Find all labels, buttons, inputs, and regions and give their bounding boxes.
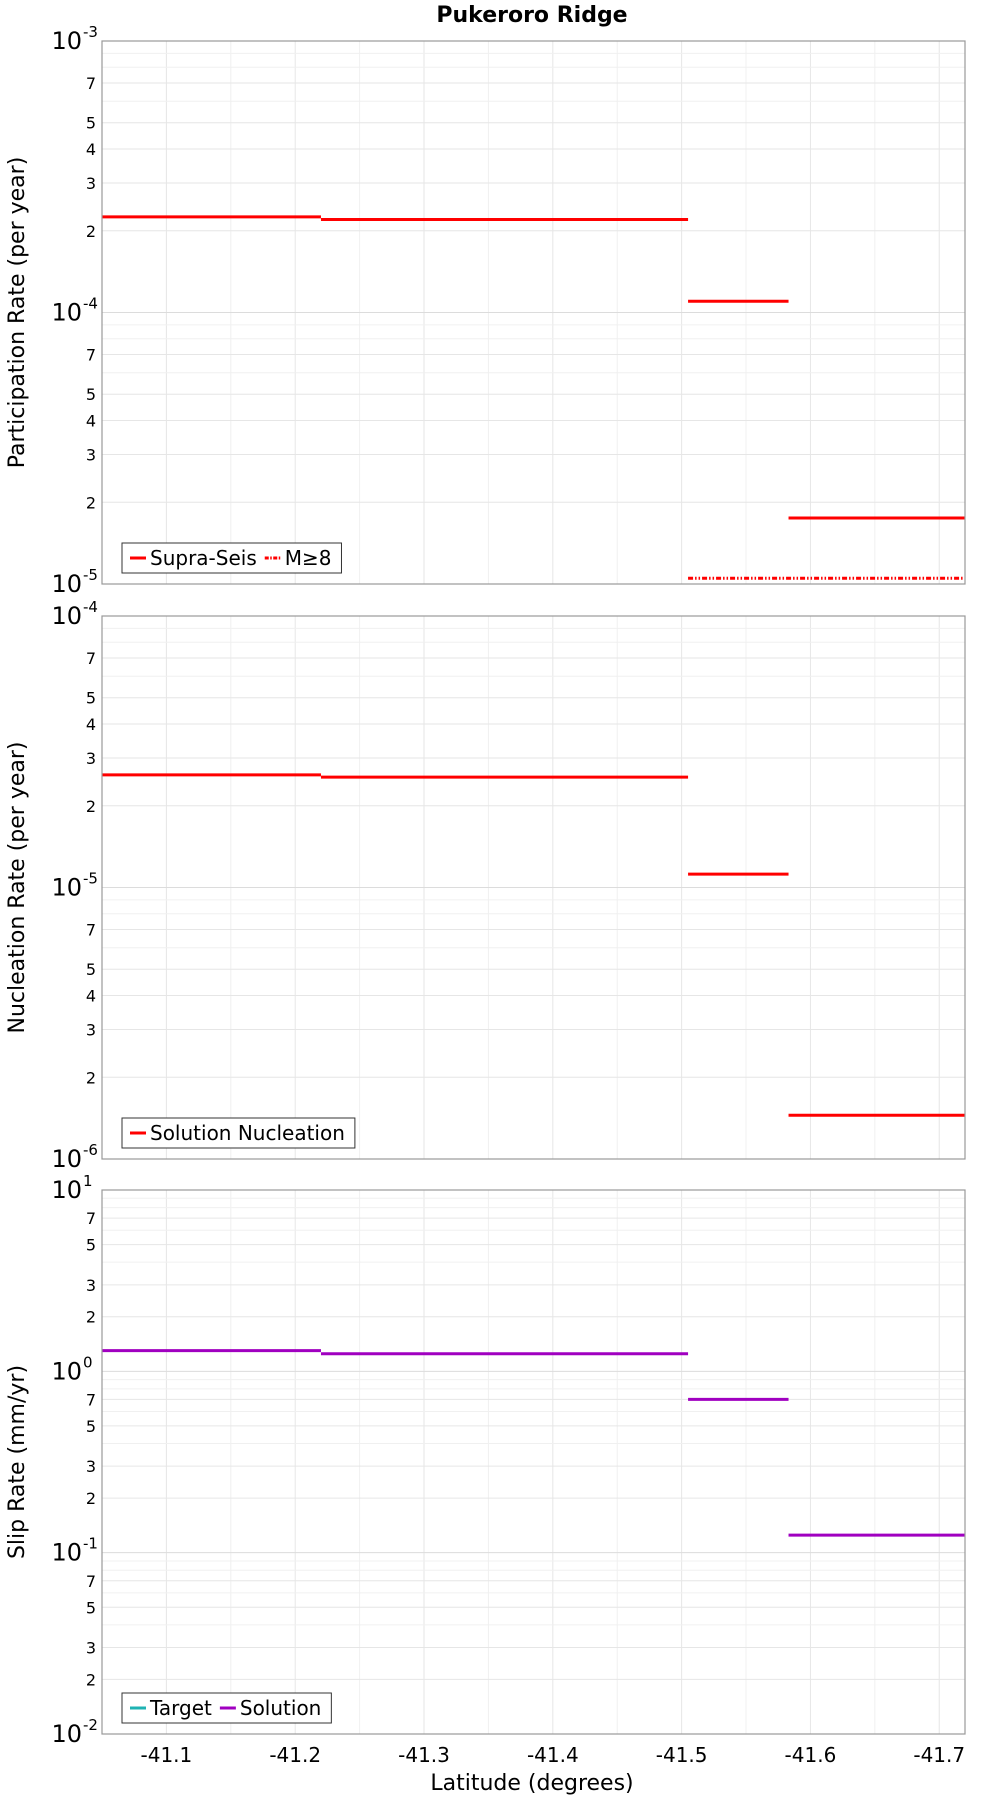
y-major-tick-label: 10 [51, 27, 82, 55]
y-major-tick-exponent: -4 [83, 295, 98, 313]
x-tick-label: -41.3 [398, 1743, 450, 1767]
y-minor-tick-label: 3 [86, 1457, 96, 1476]
plot-frame [101, 40, 966, 585]
y-major-tick-label: 10 [51, 1145, 82, 1173]
y-minor-tick-label: 3 [86, 445, 96, 464]
plot-area [102, 1190, 965, 1734]
y-axis-title: Nucleation Rate (per year) [5, 742, 30, 1034]
y-minor-tick-label: 3 [86, 749, 96, 768]
y-minor-tick-label: 7 [86, 74, 96, 93]
x-tick-label: -41.5 [656, 1743, 708, 1767]
y-minor-tick-label: 2 [86, 222, 96, 241]
y-axis-title: Participation Rate (per year) [5, 157, 30, 469]
y-major-tick-label: 10 [51, 1720, 82, 1748]
y-minor-tick-label: 4 [86, 140, 96, 159]
x-tick-label: -41.6 [785, 1743, 837, 1767]
y-minor-tick-label: 2 [86, 1308, 96, 1327]
y-minor-tick-label: 4 [86, 412, 96, 431]
y-minor-tick-label: 5 [86, 960, 96, 979]
legend-box [121, 1117, 356, 1149]
legend: Solution Nucleation [121, 1117, 356, 1149]
y-minor-tick-label: 5 [86, 385, 96, 404]
y-minor-tick-label: 5 [86, 1598, 96, 1617]
y-minor-tick-label: 7 [86, 346, 96, 365]
y-major-tick-exponent: -1 [83, 1535, 98, 1553]
series-solution [102, 1349, 965, 1537]
y-major-tick-exponent: -5 [83, 870, 98, 888]
y-major-tick-label: 10 [51, 1539, 82, 1567]
series-supra-seis [102, 215, 965, 520]
y-minor-tick-label: 4 [86, 987, 96, 1006]
y-minor-tick-label: 2 [86, 1489, 96, 1508]
y-minor-tick-label: 2 [86, 1670, 96, 1689]
y-minor-tick-label: 5 [86, 114, 96, 133]
y-minor-tick-label: 5 [86, 1417, 96, 1436]
y-major-tick-label: 10 [51, 874, 82, 902]
legend: Supra-Seis M≥8 [121, 542, 342, 574]
y-major-tick-label: 10 [51, 570, 82, 598]
x-tick-label: -41.1 [141, 1743, 193, 1767]
y-minor-tick-label: 2 [86, 493, 96, 512]
y-axis-title: Slip Rate (mm/yr) [5, 1365, 30, 1559]
y-major-tick-exponent: -3 [83, 23, 98, 41]
y-minor-tick-label: 2 [86, 797, 96, 816]
y-minor-tick-label: 3 [86, 174, 96, 193]
y-minor-tick-label: 4 [86, 715, 96, 734]
legend-label: Supra-Seis [150, 546, 257, 570]
y-major-tick-exponent: -5 [83, 566, 98, 584]
legend-label: Solution Nucleation [150, 1121, 345, 1145]
series-solution-nucleation [102, 773, 965, 1117]
x-axis-title: Latitude (degrees) [430, 1771, 633, 1796]
legend: Target Solution [121, 1692, 332, 1724]
y-minor-tick-label: 3 [86, 1638, 96, 1657]
y-minor-tick-label: 3 [86, 1276, 96, 1295]
y-minor-tick-label: 7 [86, 649, 96, 668]
legend-label: Solution [240, 1696, 321, 1720]
y-major-tick-label: 10 [51, 1176, 82, 1204]
legend-label: M≥8 [285, 546, 332, 570]
y-major-tick-label: 10 [51, 1357, 82, 1385]
plot-frame [101, 615, 966, 1160]
y-major-tick-label: 10 [51, 299, 82, 327]
x-tick-label: -41.2 [269, 1743, 321, 1767]
y-major-tick-label: 10 [51, 602, 82, 630]
y-minor-tick-label: 5 [86, 1236, 96, 1255]
x-tick-label: -41.7 [913, 1743, 965, 1767]
y-major-tick-exponent: -2 [83, 1716, 98, 1734]
y-minor-tick-label: 7 [86, 1209, 96, 1228]
y-minor-tick-label: 7 [86, 1572, 96, 1591]
y-minor-tick-label: 7 [86, 921, 96, 940]
y-major-tick-exponent: -4 [83, 598, 98, 616]
y-minor-tick-label: 3 [86, 1020, 96, 1039]
legend-label: Target [149, 1696, 212, 1720]
y-major-tick-exponent: -6 [83, 1141, 98, 1159]
y-minor-tick-label: 2 [86, 1068, 96, 1087]
y-minor-tick-label: 5 [86, 689, 96, 708]
plot-frame [101, 1189, 966, 1735]
y-minor-tick-label: 7 [86, 1390, 96, 1409]
y-major-tick-exponent: 0 [83, 1353, 93, 1371]
chart-title: Pukeroro Ridge [436, 3, 627, 28]
legend-box [121, 542, 342, 574]
x-tick-label: -41.4 [527, 1743, 579, 1767]
y-major-tick-exponent: 1 [83, 1172, 93, 1190]
